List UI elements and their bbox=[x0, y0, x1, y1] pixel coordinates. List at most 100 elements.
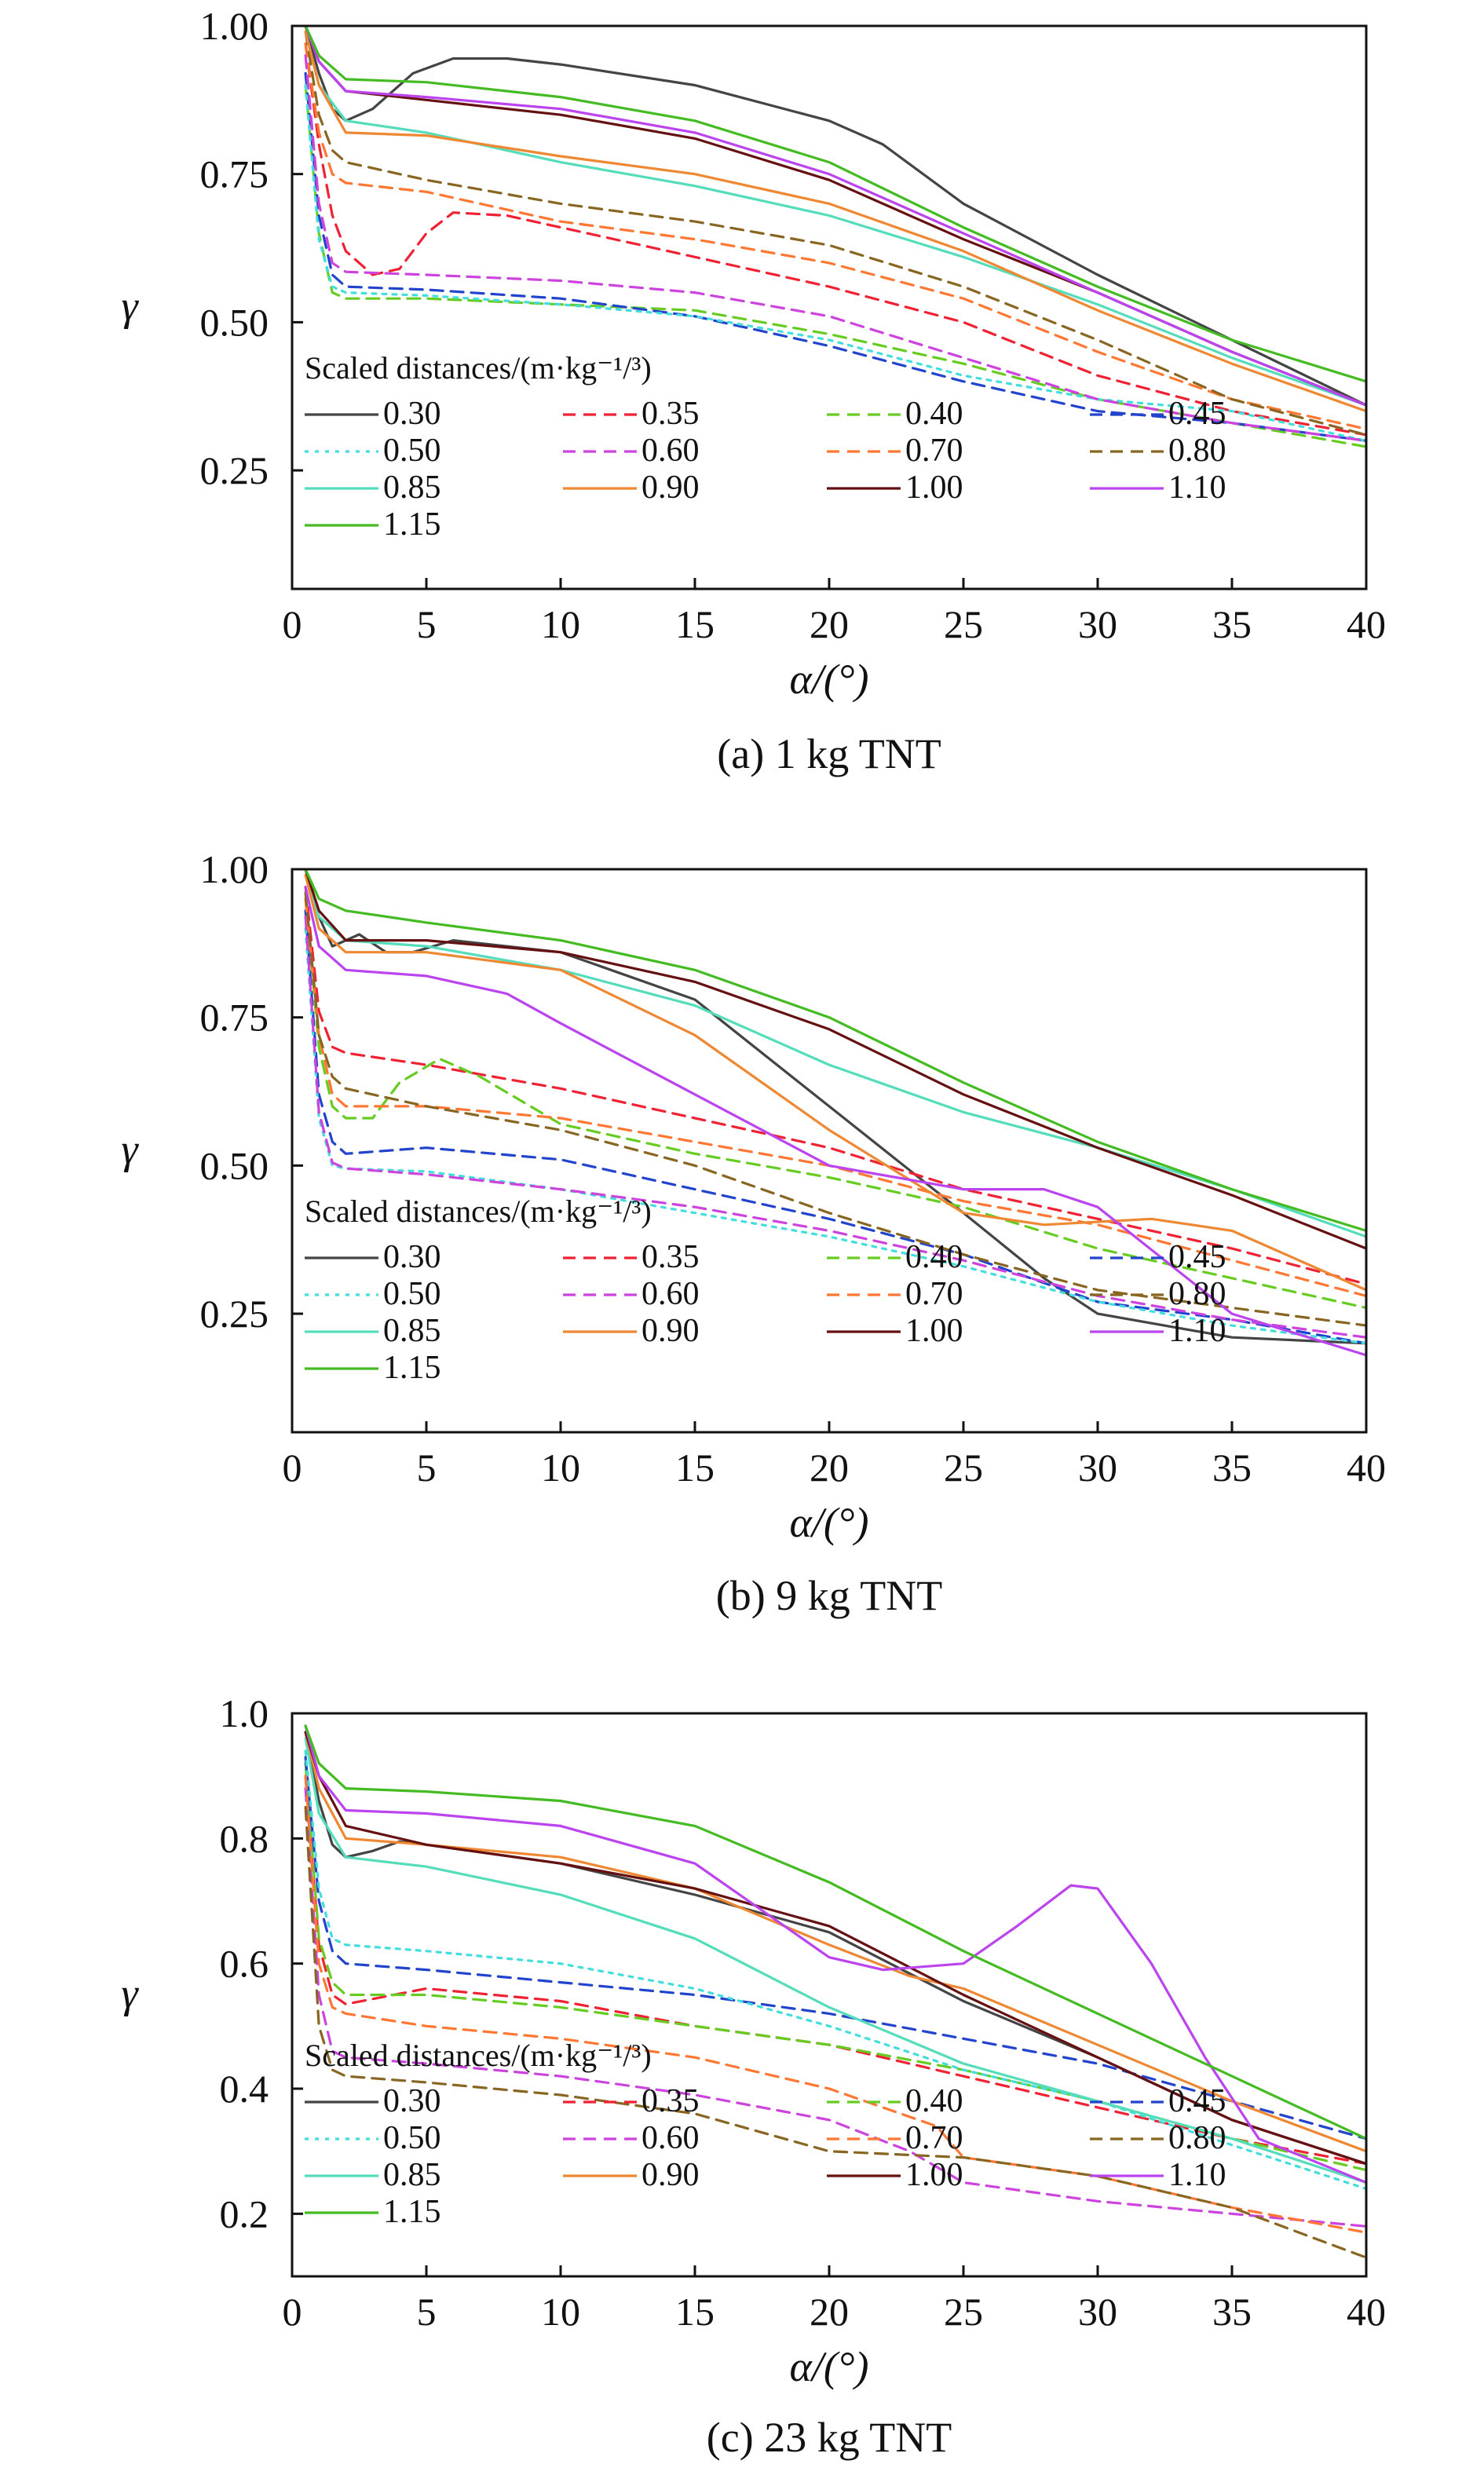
x-tick-label: 40 bbox=[1347, 2290, 1386, 2334]
y-tick-label: 0.2 bbox=[220, 2192, 269, 2236]
x-tick-label: 5 bbox=[417, 2290, 437, 2334]
legend-label-0.60: 0.60 bbox=[641, 1276, 700, 1312]
legend-label-1.10: 1.10 bbox=[1168, 2157, 1226, 2193]
y-tick-label: 0.8 bbox=[220, 1816, 269, 1860]
y-tick-label: 1.00 bbox=[200, 4, 269, 48]
y-tick-label: 0.50 bbox=[200, 1143, 269, 1187]
series-line-0.40 bbox=[304, 83, 1366, 448]
legend-label-1.00: 1.00 bbox=[905, 2157, 963, 2193]
legend: Scaled distances/(m·kg⁻¹/³)0.30 0.35 0.40 0… bbox=[305, 2038, 1226, 2230]
legend-label-0.70: 0.70 bbox=[905, 1276, 963, 1312]
legend-label-0.80: 0.80 bbox=[1168, 1276, 1226, 1312]
series-line-1.15 bbox=[304, 869, 1366, 1232]
series-line-0.70 bbox=[304, 42, 1366, 430]
series-line-0.90 bbox=[304, 873, 1366, 1292]
legend-label-0.85: 0.85 bbox=[383, 1313, 441, 1349]
chart-panel-1: 0 5 10 15 20 25 30 35 40 0.25 0.50 0.75 1.00 α/(°) γ (a… bbox=[121, 4, 1386, 777]
y-axis-label: γ bbox=[121, 1126, 139, 1173]
legend-label-0.40: 0.40 bbox=[905, 2083, 963, 2119]
legend-label-0.60: 0.60 bbox=[641, 433, 700, 469]
x-tick-label: 35 bbox=[1212, 1446, 1252, 1490]
y-tick-label: 0.75 bbox=[200, 152, 269, 196]
legend-label-1.00: 1.00 bbox=[905, 470, 963, 506]
x-tick-label: 10 bbox=[541, 602, 580, 646]
series-line-0.45 bbox=[304, 1756, 1366, 2140]
x-tick-label: 5 bbox=[417, 602, 437, 646]
series-line-0.30 bbox=[304, 26, 1366, 407]
chart-panel-2: 0 5 10 15 20 25 30 35 40 0.25 0.50 0.75 1.00 α/(°) γ (b… bbox=[121, 847, 1386, 1619]
series-line-0.70 bbox=[304, 898, 1366, 1297]
panel-caption: (a) 1 kg TNT bbox=[717, 730, 941, 777]
series-line-1.10 bbox=[304, 1724, 1366, 2184]
series-line-0.60 bbox=[304, 1787, 1366, 2228]
y-tick-label: 0.4 bbox=[220, 2067, 269, 2111]
x-tick-label: 15 bbox=[675, 2290, 715, 2334]
x-tick-label: 0 bbox=[283, 2290, 302, 2334]
series-line-0.80 bbox=[304, 30, 1366, 437]
legend-label-0.35: 0.35 bbox=[641, 2083, 700, 2119]
x-tick-label: 25 bbox=[944, 1446, 983, 1490]
series-line-0.90 bbox=[304, 1731, 1366, 2153]
series-line-1.00 bbox=[304, 869, 1366, 1250]
legend: Scaled distances/(m·kg⁻¹/³) 0.30 0.35 0.40 0… bbox=[305, 350, 1226, 543]
x-tick-label: 20 bbox=[810, 602, 849, 646]
x-tick-label: 10 bbox=[541, 1446, 580, 1490]
series-line-0.40 bbox=[304, 898, 1366, 1310]
legend-label-0.30: 0.30 bbox=[383, 2083, 441, 2119]
legend-label-0.80: 0.80 bbox=[1168, 433, 1226, 469]
x-axis-label: α/(°) bbox=[790, 656, 869, 703]
legend-label-0.85: 0.85 bbox=[383, 2157, 441, 2193]
series-line-0.50 bbox=[304, 927, 1366, 1345]
series-line-1.15 bbox=[304, 26, 1366, 383]
series-line-1.00 bbox=[304, 1731, 1366, 2166]
y-tick-label: 1.0 bbox=[220, 1691, 269, 1735]
legend-label-1.15: 1.15 bbox=[383, 506, 441, 543]
series-line-0.35 bbox=[304, 42, 1366, 437]
legend: Scaled distances/(m·kg⁻¹/³)0.30 0.35 0.40 0… bbox=[305, 1194, 1226, 1386]
x-tick-label: 20 bbox=[810, 2290, 849, 2334]
y-axis-label: γ bbox=[121, 283, 139, 330]
y-axis-label: γ bbox=[121, 1970, 139, 2017]
x-tick-label: 25 bbox=[944, 602, 983, 646]
x-tick-label: 35 bbox=[1212, 2290, 1252, 2334]
legend-label-0.40: 0.40 bbox=[905, 1239, 963, 1275]
legend-title: Scaled distances/(m·kg⁻¹/³) bbox=[305, 2038, 652, 2073]
series-line-1.10 bbox=[304, 26, 1366, 407]
legend-label-0.45: 0.45 bbox=[1168, 2083, 1226, 2119]
y-tick-label: 1.00 bbox=[200, 847, 269, 891]
series-line-0.85 bbox=[304, 1737, 1366, 2184]
x-tick-label: 40 bbox=[1347, 1446, 1386, 1490]
legend-label-0.35: 0.35 bbox=[641, 1239, 700, 1275]
legend-label-0.45: 0.45 bbox=[1168, 1239, 1226, 1275]
series-line-0.80 bbox=[304, 1805, 1366, 2259]
legend-label-0.85: 0.85 bbox=[383, 470, 441, 506]
legend-label-0.60: 0.60 bbox=[641, 2120, 700, 2156]
legend-label-1.15: 1.15 bbox=[383, 1350, 441, 1386]
legend-label-0.35: 0.35 bbox=[641, 396, 700, 432]
legend-label-0.50: 0.50 bbox=[383, 1276, 441, 1312]
series-line-0.35 bbox=[304, 1775, 1366, 2166]
legend-label-0.30: 0.30 bbox=[383, 1239, 441, 1275]
series-line-0.85 bbox=[304, 873, 1366, 1238]
series-line-0.60 bbox=[304, 915, 1366, 1339]
legend-label-0.70: 0.70 bbox=[905, 2120, 963, 2156]
y-tick-label: 0.50 bbox=[200, 300, 269, 344]
legend-label-0.90: 0.90 bbox=[641, 2157, 700, 2193]
x-tick-label: 30 bbox=[1078, 602, 1117, 646]
legend-label-0.50: 0.50 bbox=[383, 433, 441, 469]
x-tick-label: 30 bbox=[1078, 2290, 1117, 2334]
legend-title: Scaled distances/(m·kg⁻¹/³) bbox=[305, 350, 652, 386]
x-tick-label: 15 bbox=[675, 1446, 715, 1490]
x-axis-label: α/(°) bbox=[790, 2343, 869, 2390]
y-tick-label: 0.25 bbox=[200, 1292, 269, 1336]
y-tick-label: 0.25 bbox=[200, 448, 269, 492]
series-line-0.80 bbox=[304, 891, 1366, 1327]
legend-label-1.15: 1.15 bbox=[383, 2194, 441, 2230]
x-tick-label: 15 bbox=[675, 602, 715, 646]
legend-label-0.30: 0.30 bbox=[383, 396, 441, 432]
series-line-0.50 bbox=[304, 83, 1366, 442]
x-tick-label: 35 bbox=[1212, 602, 1252, 646]
x-tick-label: 5 bbox=[417, 1446, 437, 1490]
legend-label-1.10: 1.10 bbox=[1168, 1313, 1226, 1349]
legend-label-0.40: 0.40 bbox=[905, 396, 963, 432]
